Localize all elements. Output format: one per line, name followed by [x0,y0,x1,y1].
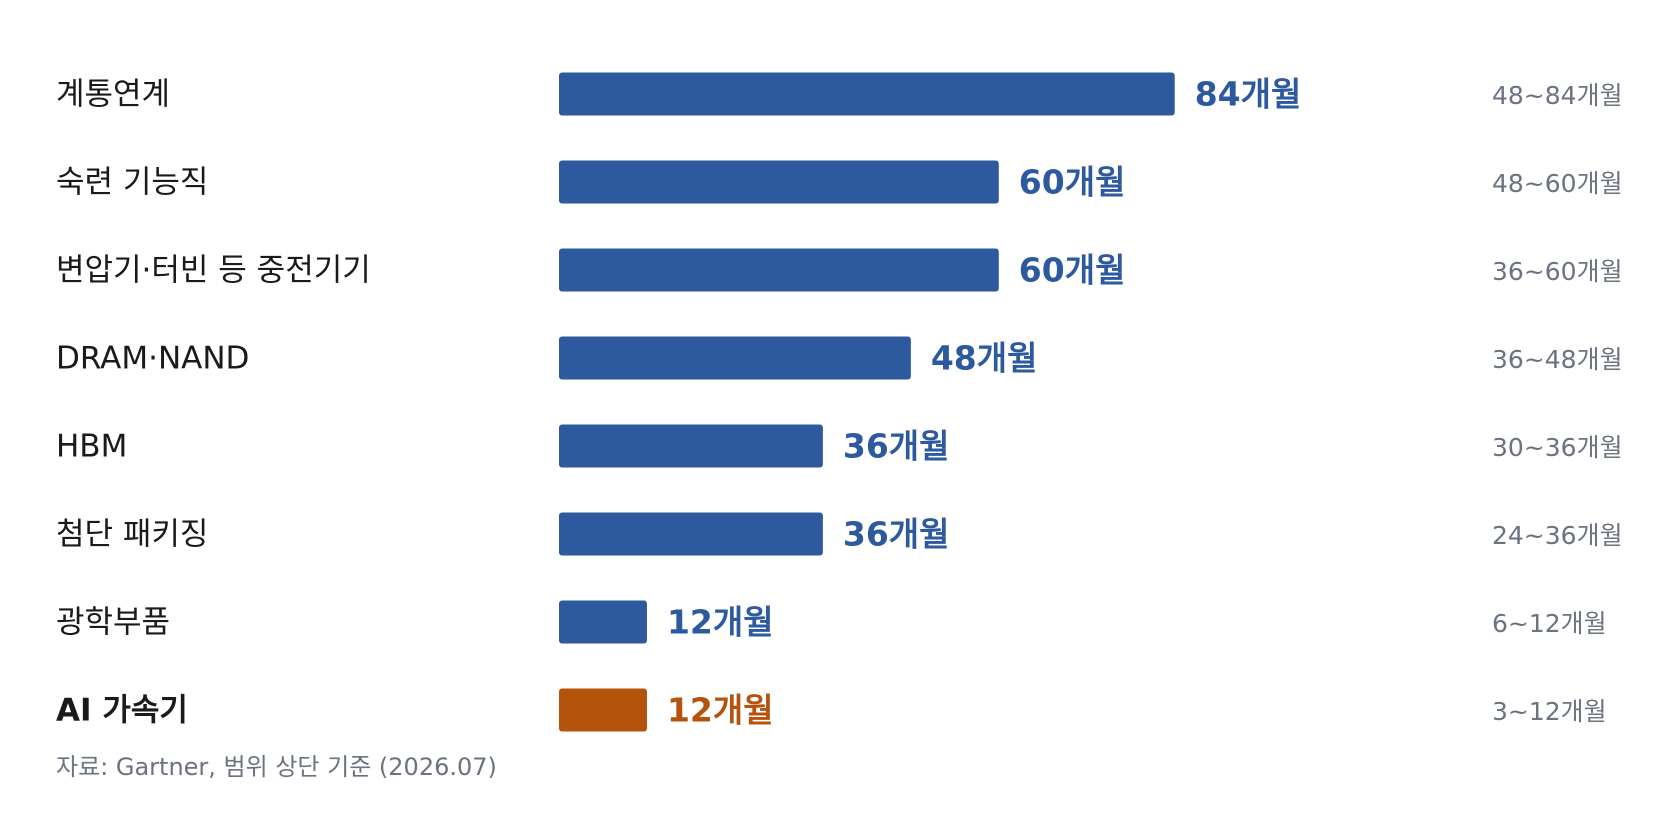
value-label: 12개월 [667,603,774,642]
value-label: 36개월 [843,515,950,554]
source: 자료: Gartner, 범위 상단 기준 (2026.07) [56,753,497,781]
category-label: AI 가속기 [56,693,188,729]
bar [559,160,999,204]
range-label: 3~12개월 [1492,697,1607,726]
range-label: 30~36개월 [1492,433,1623,462]
category-label: 변압기·터빈 등 중전기기 [56,253,371,289]
value-label: 36개월 [843,427,950,466]
range-label: 36~48개월 [1492,345,1623,374]
value-label: 60개월 [1019,163,1126,202]
category-label: 광학부품 [56,605,170,641]
bar [559,336,911,380]
value-label: 84개월 [1195,75,1302,114]
category-label: HBM [56,429,127,465]
category-label: 첨단 패키징 [56,517,208,553]
range-label: 6~12개월 [1492,609,1607,638]
range-label: 48~60개월 [1492,169,1623,198]
bar [559,248,999,292]
bar [559,424,823,468]
bar [559,688,647,732]
bar [559,72,1175,116]
range-label: 24~36개월 [1492,521,1623,550]
bar [559,512,823,556]
value-label: 12개월 [667,691,774,730]
range-label: 36~60개월 [1492,257,1623,286]
value-label: 48개월 [931,339,1038,378]
value-label: 60개월 [1019,251,1126,290]
range-label: 48~84개월 [1492,81,1623,110]
category-label: 숙련 기능직 [56,165,208,201]
bar [559,600,647,644]
category-label: DRAM·NAND [56,341,249,377]
category-label: 계통연계 [56,77,170,113]
